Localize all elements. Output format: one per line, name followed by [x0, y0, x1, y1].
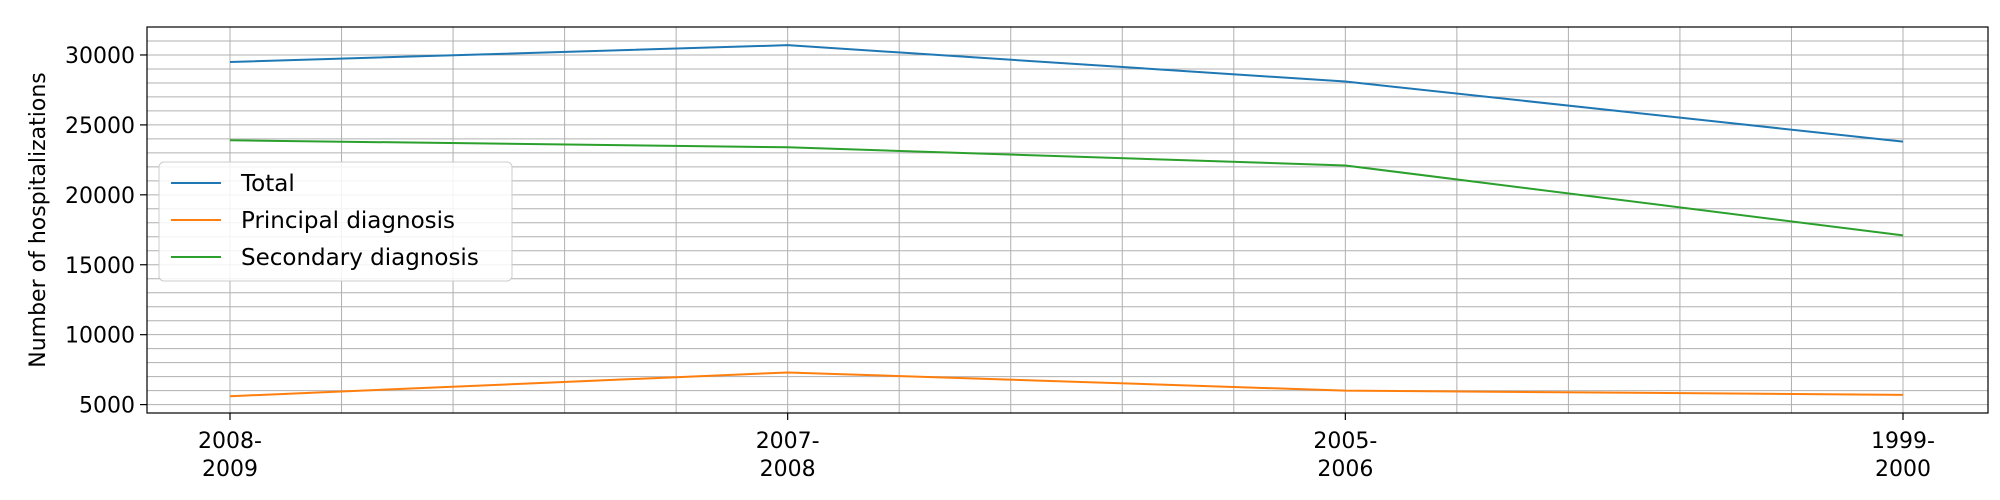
legend-box — [158, 161, 513, 282]
legend-label: Total — [240, 171, 295, 197]
y-tick-label: 25000 — [65, 114, 135, 139]
y-tick-label: 10000 — [65, 324, 135, 349]
series-line-secondary-diagnosis — [229, 139, 1904, 237]
x-tick-label: 2008-2009 — [198, 429, 262, 482]
y-axis-ticks: 5000 10000 15000 20000 25000 30000 — [65, 44, 147, 419]
plot-frame — [146, 26, 1989, 414]
y-axis-title: Number of hospitalizations — [26, 72, 51, 367]
x-tick-label: 1999-2000 — [1871, 429, 1935, 482]
x-tick-label: 2007-2008 — [756, 429, 820, 482]
legend-label: Principal diagnosis — [241, 208, 455, 234]
series-line-total — [229, 44, 1904, 143]
legend-label: Secondary diagnosis — [241, 245, 479, 271]
x-tick-label: 2005-2006 — [1313, 429, 1377, 482]
x-axis-ticks: 2008-2009 2007-2008 2005-2006 1999-2000 — [198, 413, 1935, 482]
legend: Total Principal diagnosis Secondary diagno… — [158, 161, 513, 282]
y-tick-label: 15000 — [65, 254, 135, 279]
y-tick-label: 20000 — [65, 184, 135, 209]
series-line-principal-diagnosis — [229, 371, 1904, 398]
y-tick-label: 5000 — [79, 394, 135, 419]
grid-lines — [147, 26, 1988, 413]
y-tick-label: 30000 — [65, 44, 135, 69]
series-lines — [229, 44, 1904, 398]
